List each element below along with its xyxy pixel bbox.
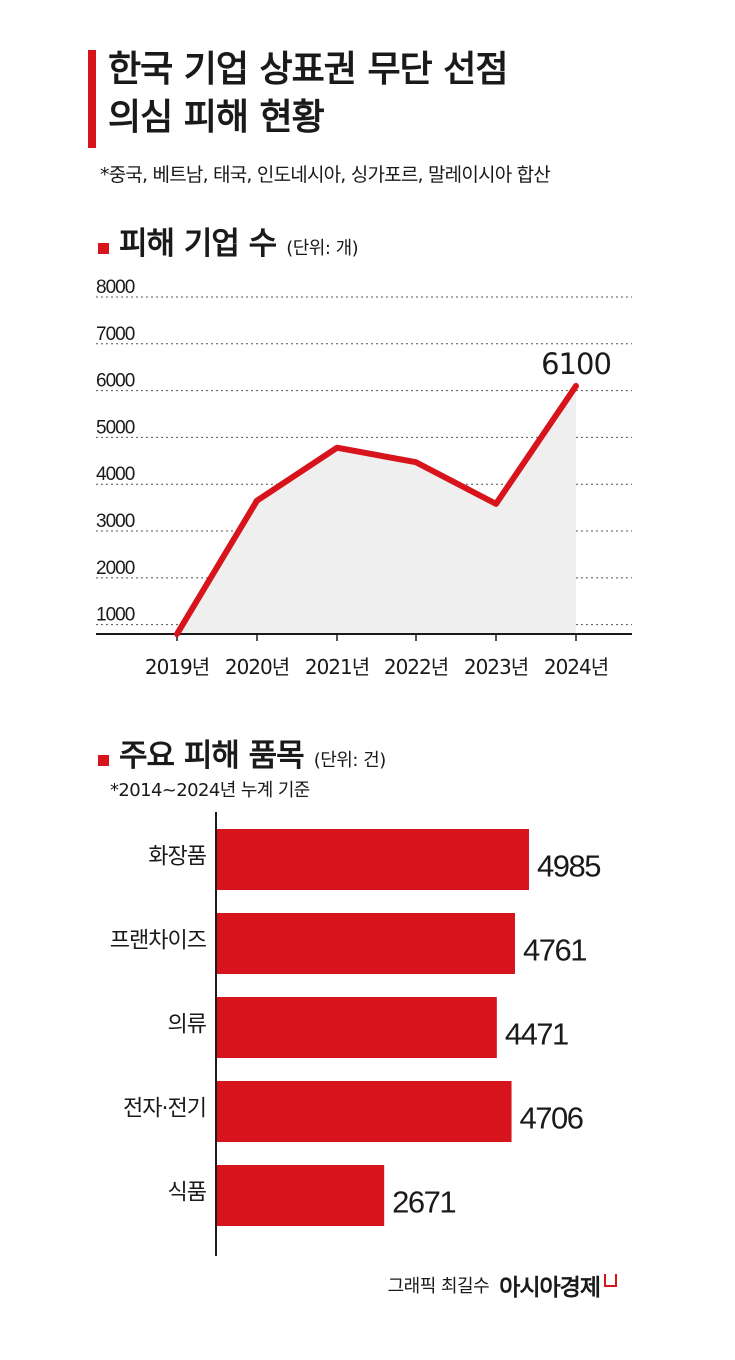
bar bbox=[217, 1165, 385, 1226]
title-line-2: 의심 피해 현황 bbox=[108, 97, 325, 138]
bullet-square-icon bbox=[98, 243, 109, 254]
y-tick-label: 5000 bbox=[96, 417, 135, 438]
bar bbox=[217, 997, 497, 1058]
data-label: 2671 bbox=[392, 1185, 455, 1220]
category-label: 프랜차이즈 bbox=[110, 929, 207, 954]
data-point bbox=[575, 384, 577, 387]
category-label: 전자·전기 bbox=[123, 1097, 206, 1122]
bar bbox=[217, 829, 529, 890]
title-line-1: 한국 기업 상표권 무단 선점 bbox=[108, 49, 508, 90]
data-point bbox=[176, 633, 178, 635]
credit-author: 그래픽 최길수 bbox=[387, 1276, 490, 1297]
bar-chart: 화장품 4985 프랜차이즈 4761 의류 4471 전자·전기 4706 식품 2671 bbox=[110, 812, 602, 1256]
category-label: 의류 bbox=[168, 1013, 207, 1038]
y-tick-label: 8000 bbox=[96, 277, 135, 298]
area-fill bbox=[177, 385, 576, 634]
y-tick-label: 1000 bbox=[96, 605, 135, 626]
series-line bbox=[174, 382, 579, 637]
x-tick-label: 2024년 bbox=[544, 655, 608, 679]
data-label: 4985 bbox=[537, 849, 600, 884]
credit: 그래픽 최길수 아시아경제 bbox=[388, 1268, 617, 1302]
title-accent-bar bbox=[88, 50, 96, 148]
page-title: 한국 기업 상표권 무단 선점 의심 피해 현황 bbox=[108, 46, 508, 142]
line-chart-header: 피해 기업 수 (단위: 개) bbox=[98, 218, 359, 263]
data-point bbox=[415, 461, 417, 464]
data-label: 4706 bbox=[520, 1101, 583, 1136]
x-tick-label: 2019년 bbox=[145, 655, 209, 679]
x-tick-label: 2022년 bbox=[384, 655, 448, 679]
y-tick-label: 7000 bbox=[96, 324, 135, 345]
data-label: 4471 bbox=[505, 1017, 568, 1052]
line-chart-title: 피해 기업 수 bbox=[119, 226, 277, 262]
data-point bbox=[256, 499, 258, 502]
data-label: 4761 bbox=[523, 933, 586, 968]
data-point bbox=[495, 502, 497, 505]
bullet-square-icon bbox=[98, 755, 109, 766]
bar-chart-unit: (단위: 건) bbox=[313, 750, 387, 771]
bar-chart-title: 주요 피해 품목 bbox=[119, 738, 305, 774]
y-tick-label: 3000 bbox=[96, 511, 135, 532]
countries-note: *중국, 베트남, 태국, 인도네시아, 싱가포르, 말레이시아 합산 bbox=[100, 164, 551, 186]
x-tick-label: 2023년 bbox=[464, 655, 528, 679]
bar bbox=[217, 913, 515, 974]
y-tick-label: 2000 bbox=[96, 558, 135, 579]
bar-chart-header: 주요 피해 품목 (단위: 건) bbox=[98, 730, 386, 775]
category-label: 화장품 bbox=[148, 845, 206, 870]
period-note: *2014~2024년 누계 기준 bbox=[110, 780, 310, 801]
data-point bbox=[336, 446, 338, 449]
line-chart: 1000 2000 3000 4000 5000 6000 7000 8000 2019년 202… bbox=[96, 277, 632, 679]
category-label: 식품 bbox=[168, 1181, 207, 1206]
brand-logo-text: 아시아경제 bbox=[499, 1275, 601, 1301]
y-tick-label: 6000 bbox=[96, 371, 135, 392]
bar bbox=[217, 1081, 512, 1142]
x-tick-label: 2021년 bbox=[305, 655, 369, 679]
brand-mark-icon bbox=[604, 1273, 617, 1287]
data-label: 6100 bbox=[541, 347, 611, 381]
y-tick-label: 4000 bbox=[96, 464, 135, 485]
line-chart-unit: (단위: 개) bbox=[286, 238, 359, 259]
x-tick-label: 2020년 bbox=[225, 655, 289, 679]
